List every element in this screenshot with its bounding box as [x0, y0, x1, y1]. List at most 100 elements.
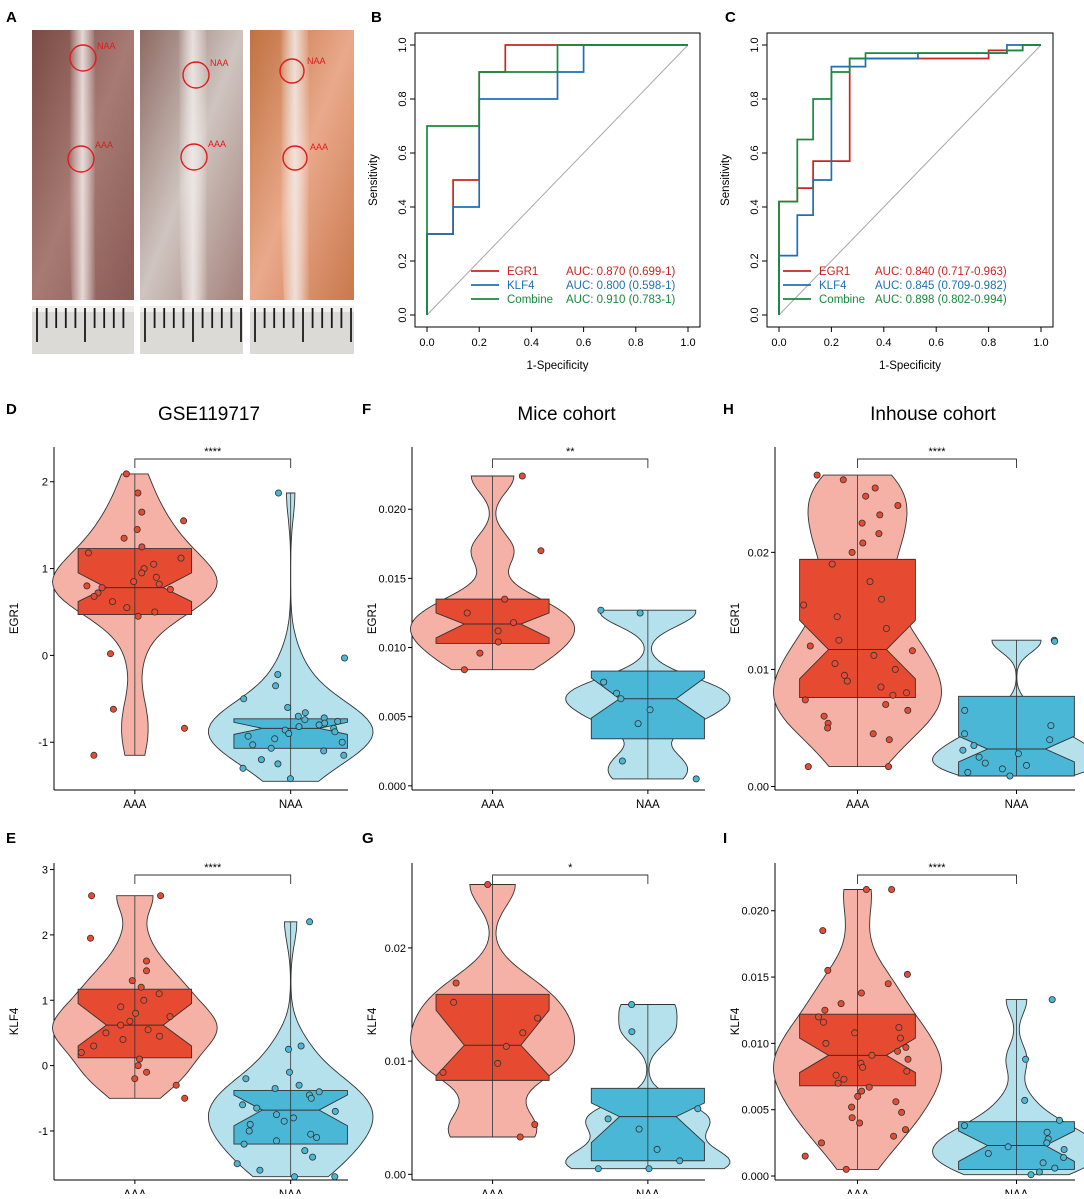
data-point-aaa — [167, 1014, 173, 1020]
y-tick-label: 0.6 — [749, 145, 761, 160]
data-point-aaa — [899, 1109, 905, 1115]
data-point-aaa — [109, 599, 115, 605]
y-tick-label: 0.01 — [385, 1056, 406, 1068]
data-point-aaa — [133, 1010, 139, 1016]
y-tick-label: 0.02 — [748, 547, 769, 559]
y-tick-label: 0.02 — [385, 943, 406, 955]
x-tick-label: AAA — [123, 799, 146, 811]
y-axis-label: EGR1 — [367, 603, 379, 634]
panel-letter-a: A — [6, 9, 17, 26]
data-point-aaa — [883, 625, 889, 631]
aaa-label-1: AAA — [95, 140, 113, 150]
legend-auc-klf4: AUC: 0.845 (0.709-0.982) — [875, 280, 1007, 292]
data-point-naa — [1036, 1169, 1042, 1175]
panel-letter-f: F — [362, 401, 371, 418]
data-point-aaa — [820, 1019, 826, 1025]
data-point-naa — [275, 761, 281, 767]
data-point-aaa — [143, 968, 149, 974]
data-point-naa — [605, 1116, 611, 1122]
ruler-edge-3 — [250, 306, 354, 312]
data-point-naa — [677, 1158, 683, 1164]
data-point-naa — [619, 758, 625, 764]
data-point-aaa — [85, 550, 91, 556]
y-axis-label: KLF4 — [730, 1007, 742, 1035]
data-point-aaa — [821, 713, 827, 719]
data-point-aaa — [495, 628, 501, 634]
data-point-naa — [341, 655, 347, 661]
legend-label-combine: Combine — [819, 294, 865, 306]
data-point-aaa — [858, 990, 864, 996]
panel-letter-i: I — [723, 830, 727, 847]
data-point-aaa — [91, 1043, 97, 1049]
data-point-naa — [965, 769, 971, 775]
data-point-aaa — [902, 1127, 908, 1133]
data-point-aaa — [835, 1080, 841, 1086]
data-point-aaa — [863, 493, 869, 499]
data-point-aaa — [849, 1104, 855, 1110]
data-point-aaa — [877, 512, 883, 518]
data-point-aaa — [895, 502, 901, 508]
data-point-aaa — [872, 485, 878, 491]
data-point-aaa — [135, 1063, 141, 1069]
data-point-aaa — [834, 614, 840, 620]
data-point-naa — [302, 1148, 308, 1154]
data-point-aaa — [181, 725, 187, 731]
data-point-naa — [272, 736, 278, 742]
data-point-aaa — [532, 1121, 538, 1127]
y-tick-label: 0.010 — [741, 1038, 769, 1050]
data-point-aaa — [440, 1069, 446, 1075]
data-point-aaa — [451, 999, 457, 1005]
aaa-label-2: AAA — [208, 139, 226, 149]
data-point-aaa — [123, 471, 129, 477]
x-tick-label: 1.0 — [1033, 337, 1048, 349]
data-point-aaa — [91, 593, 97, 599]
data-point-naa — [273, 683, 279, 689]
data-point-aaa — [510, 620, 516, 626]
data-point-naa — [341, 752, 347, 758]
data-point-aaa — [841, 672, 847, 678]
panel-letter-c: C — [725, 9, 736, 26]
data-point-naa — [1044, 1129, 1050, 1135]
data-point-naa — [637, 610, 643, 616]
data-point-aaa — [502, 596, 508, 602]
data-point-naa — [982, 760, 988, 766]
y-tick-label: 0 — [42, 1061, 48, 1073]
data-point-naa — [286, 1069, 292, 1075]
data-point-aaa — [485, 881, 491, 887]
y-tick-label: 0.6 — [397, 145, 409, 160]
legend-label-klf4: KLF4 — [507, 280, 535, 292]
data-point-aaa — [87, 935, 93, 941]
data-point-naa — [308, 1095, 314, 1101]
significance-label: ** — [566, 446, 575, 458]
data-point-naa — [961, 1123, 967, 1129]
data-point-aaa — [519, 473, 525, 479]
data-point-naa — [310, 1154, 316, 1160]
y-axis-label: KLF4 — [367, 1007, 379, 1035]
data-point-aaa — [517, 1134, 523, 1140]
data-point-aaa — [876, 531, 882, 537]
data-point-aaa — [891, 1133, 897, 1139]
data-point-aaa — [838, 1001, 844, 1007]
x-tick-label: 0.6 — [929, 337, 944, 349]
panel-letter-e: E — [6, 830, 16, 847]
x-tick-label: 0.4 — [524, 337, 539, 349]
x-tick-label: 0.2 — [824, 337, 839, 349]
y-tick-label: 0.8 — [749, 91, 761, 106]
data-point-aaa — [538, 548, 544, 554]
data-point-aaa — [849, 549, 855, 555]
data-point-aaa — [158, 893, 164, 899]
data-point-aaa — [801, 602, 807, 608]
data-point-aaa — [118, 1022, 124, 1028]
data-point-aaa — [871, 652, 877, 658]
data-point-aaa — [836, 637, 842, 643]
x-tick-label: 0.0 — [419, 337, 434, 349]
data-point-aaa — [885, 764, 891, 770]
data-point-naa — [332, 1174, 338, 1180]
data-point-aaa — [896, 1024, 902, 1030]
legend-label-combine: Combine — [507, 294, 553, 306]
data-point-naa — [1007, 773, 1013, 779]
